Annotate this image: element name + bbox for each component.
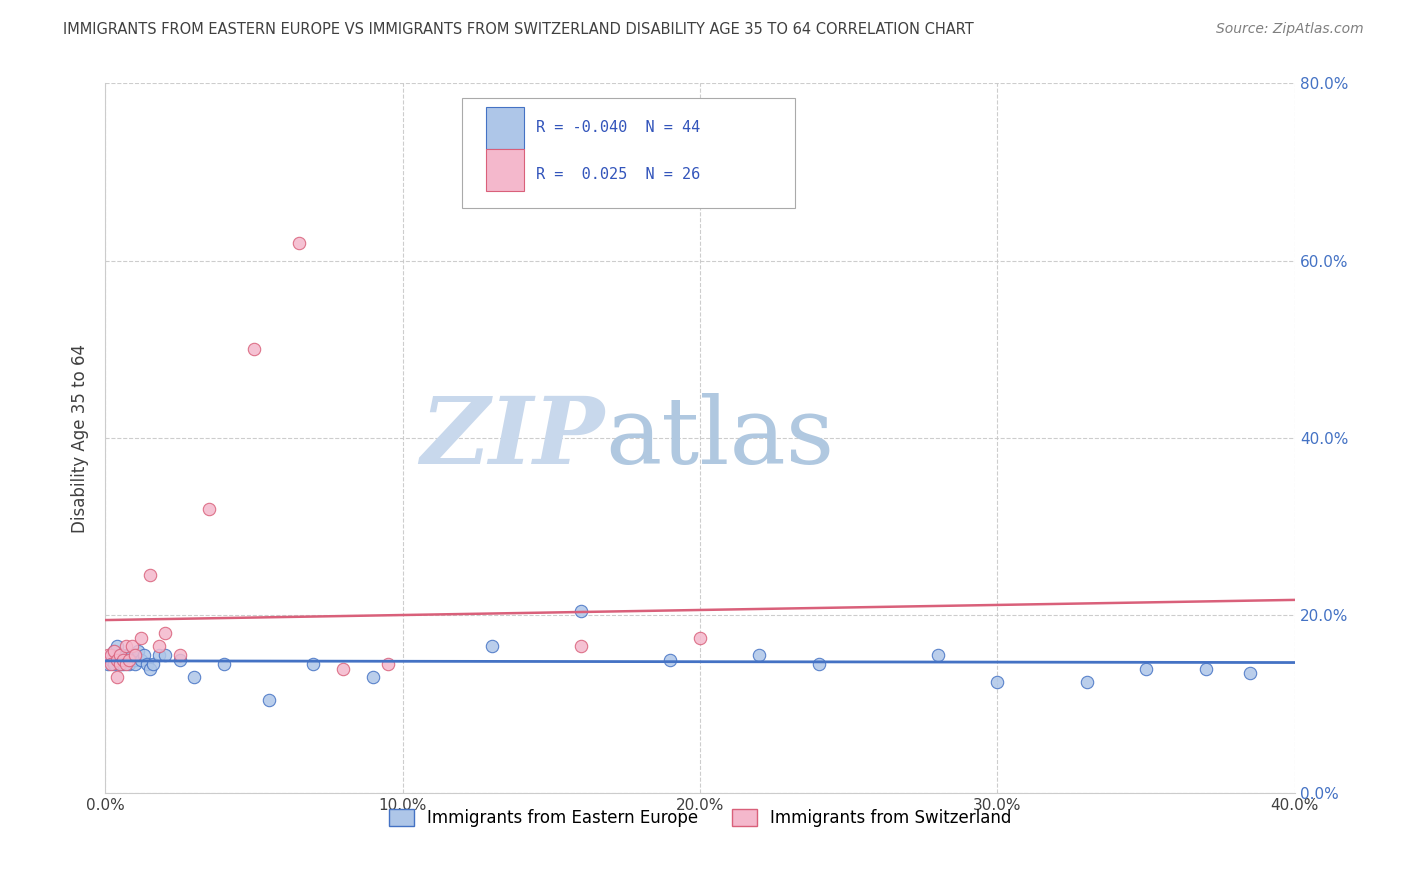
Point: [121, 648, 143, 663]
Point: [124, 648, 146, 663]
Point: [108, 648, 131, 663]
Point: [689, 631, 711, 645]
Point: [103, 644, 125, 658]
Point: [124, 653, 146, 667]
Point: [748, 648, 770, 663]
Point: [135, 657, 157, 672]
Point: [115, 657, 138, 672]
Point: [115, 640, 138, 654]
Point: [361, 670, 384, 684]
Point: [132, 648, 155, 663]
Point: [97, 657, 120, 672]
Point: [569, 640, 592, 654]
Text: atlas: atlas: [605, 393, 834, 483]
Point: [153, 626, 176, 640]
Point: [986, 674, 1008, 689]
FancyBboxPatch shape: [486, 149, 524, 191]
Text: Source: ZipAtlas.com: Source: ZipAtlas.com: [1216, 22, 1364, 37]
Point: [108, 657, 131, 672]
Point: [302, 657, 325, 672]
Y-axis label: Disability Age 35 to 64: Disability Age 35 to 64: [72, 343, 89, 533]
Point: [142, 657, 165, 672]
Point: [103, 657, 125, 672]
Point: [183, 670, 205, 684]
Point: [129, 653, 152, 667]
Point: [148, 640, 170, 654]
Point: [139, 568, 162, 582]
Point: [659, 653, 682, 667]
Text: ZIP: ZIP: [420, 393, 605, 483]
Point: [112, 653, 135, 667]
Point: [108, 648, 131, 663]
Point: [118, 648, 141, 663]
Point: [1194, 661, 1216, 675]
Point: [103, 644, 125, 658]
Point: [105, 670, 128, 684]
Point: [481, 640, 503, 654]
Point: [100, 648, 122, 663]
Point: [105, 640, 128, 654]
Point: [108, 657, 131, 672]
Point: [1076, 674, 1098, 689]
Point: [332, 661, 354, 675]
Point: [100, 648, 122, 663]
Point: [121, 640, 143, 654]
FancyBboxPatch shape: [486, 107, 524, 149]
Point: [127, 644, 149, 658]
FancyBboxPatch shape: [463, 97, 796, 208]
Point: [169, 653, 191, 667]
Point: [243, 343, 266, 357]
Point: [377, 657, 399, 672]
Point: [124, 657, 146, 672]
Point: [112, 657, 135, 672]
Point: [257, 692, 280, 706]
Text: R =  0.025  N = 26: R = 0.025 N = 26: [536, 167, 700, 182]
Point: [139, 661, 162, 675]
Point: [153, 648, 176, 663]
Point: [569, 604, 592, 618]
Point: [105, 653, 128, 667]
Text: IMMIGRANTS FROM EASTERN EUROPE VS IMMIGRANTS FROM SWITZERLAND DISABILITY AGE 35 : IMMIGRANTS FROM EASTERN EUROPE VS IMMIGR…: [63, 22, 974, 37]
Point: [105, 653, 128, 667]
Point: [118, 653, 141, 667]
Point: [148, 648, 170, 663]
Point: [100, 653, 122, 667]
Point: [118, 657, 141, 672]
Point: [807, 657, 830, 672]
Legend: Immigrants from Eastern Europe, Immigrants from Switzerland: Immigrants from Eastern Europe, Immigran…: [382, 803, 1018, 834]
Point: [198, 502, 221, 516]
Point: [169, 648, 191, 663]
Point: [287, 235, 309, 250]
Point: [1135, 661, 1157, 675]
Point: [97, 648, 120, 663]
Point: [103, 648, 125, 663]
Point: [100, 657, 122, 672]
Point: [212, 657, 235, 672]
Point: [927, 648, 949, 663]
Point: [115, 653, 138, 667]
Text: R = -0.040  N = 44: R = -0.040 N = 44: [536, 120, 700, 135]
Point: [112, 653, 135, 667]
Point: [115, 648, 138, 663]
Point: [129, 631, 152, 645]
Point: [1239, 665, 1261, 680]
